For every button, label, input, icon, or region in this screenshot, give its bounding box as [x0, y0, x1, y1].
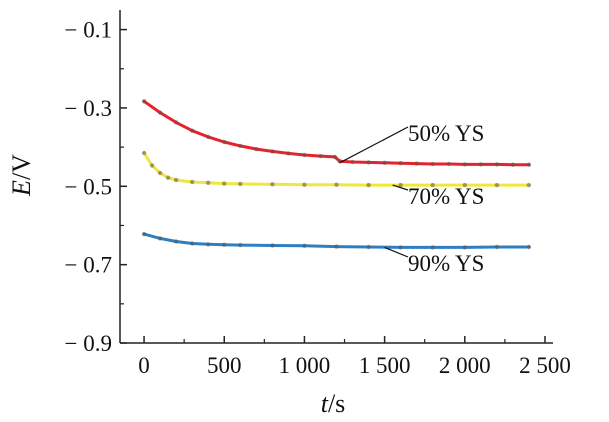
data-point — [446, 161, 451, 167]
series-label: 50% YS — [408, 121, 484, 146]
data-point — [334, 244, 339, 249]
data-point — [238, 242, 243, 248]
data-point — [318, 153, 323, 159]
data-point — [430, 245, 435, 250]
leader-line — [339, 126, 409, 164]
data-point — [238, 143, 243, 149]
data-point — [494, 244, 500, 250]
y-tick-label: − 0.1 — [65, 18, 112, 43]
data-point — [173, 120, 179, 125]
data-point — [286, 151, 291, 156]
data-point — [141, 99, 147, 104]
series-70-ys — [141, 150, 532, 188]
data-point — [366, 244, 371, 250]
data-point — [478, 162, 483, 167]
data-point — [526, 244, 532, 250]
data-point — [462, 245, 467, 250]
x-axis-unit: /s — [328, 389, 345, 417]
data-point — [526, 182, 532, 188]
leader-line — [392, 184, 409, 191]
x-axis-var: t — [321, 389, 329, 417]
data-point — [398, 245, 403, 250]
data-point — [510, 162, 516, 167]
series-label: 90% YS — [408, 251, 484, 276]
data-point — [190, 128, 195, 133]
data-point — [238, 181, 243, 187]
leader-line — [384, 246, 409, 258]
data-point — [366, 160, 371, 165]
data-point — [414, 161, 419, 166]
data-point — [366, 182, 371, 188]
series-50-ys — [141, 99, 532, 167]
ticks: − 0.1 − 0.3 − 0.5 − 0.7 − 0.9 0 500 1 000 1 500 2… — [65, 18, 571, 378]
data-point — [157, 236, 163, 241]
y-tick-label: − 0.7 — [65, 253, 112, 278]
y-axis-var: E — [7, 180, 36, 197]
data-point — [190, 241, 195, 246]
data-point — [157, 170, 163, 176]
data-point — [173, 177, 179, 183]
y-axis-title: E/V — [7, 154, 36, 197]
y-tick-label: − 0.9 — [65, 331, 112, 356]
data-point — [141, 150, 147, 156]
x-tick-label: 500 — [207, 353, 242, 378]
data-point — [206, 134, 211, 140]
data-point — [190, 179, 195, 185]
data-point — [157, 110, 163, 115]
data-point — [222, 242, 227, 247]
data-point — [206, 242, 211, 247]
data-point — [141, 231, 147, 237]
y-tick-label: − 0.5 — [65, 174, 112, 199]
x-tick-label: 0 — [138, 353, 150, 378]
x-tick-label: 1 500 — [359, 353, 411, 378]
series-labels: 50% YS 70% YS 90% YS — [339, 121, 484, 276]
data-point — [332, 154, 338, 160]
data-point — [270, 149, 275, 154]
data-point — [430, 182, 435, 188]
data-point — [430, 161, 435, 167]
data-point — [398, 161, 403, 166]
y-tick-label: − 0.3 — [65, 96, 112, 121]
x-tick-label: 2 500 — [519, 353, 571, 378]
data-point — [302, 152, 307, 158]
x-tick-label: 1 000 — [279, 353, 331, 378]
data-point — [222, 139, 227, 145]
series-line — [142, 99, 531, 167]
series-label: 70% YS — [408, 184, 484, 209]
series — [141, 99, 532, 250]
data-point — [462, 162, 467, 167]
data-point — [173, 239, 179, 244]
y-axis-unit: /V — [7, 154, 36, 180]
data-point — [206, 180, 211, 185]
data-point — [494, 162, 500, 167]
data-point — [350, 159, 355, 165]
data-point — [382, 160, 387, 165]
data-point — [165, 175, 171, 180]
data-point — [334, 182, 339, 187]
data-point — [494, 182, 500, 188]
data-point — [526, 162, 532, 167]
axes — [119, 10, 553, 344]
x-tick-label: 2 000 — [439, 353, 491, 378]
data-point — [398, 182, 403, 188]
data-point — [462, 182, 467, 188]
series-line — [142, 232, 531, 249]
x-axis-title: t/s — [321, 389, 346, 417]
series-90-ys — [141, 231, 532, 250]
data-point — [302, 182, 307, 187]
data-point — [222, 181, 227, 186]
data-point — [149, 163, 155, 168]
data-point — [254, 146, 259, 152]
data-point — [270, 182, 275, 187]
data-point — [302, 243, 307, 248]
data-point — [270, 243, 275, 248]
